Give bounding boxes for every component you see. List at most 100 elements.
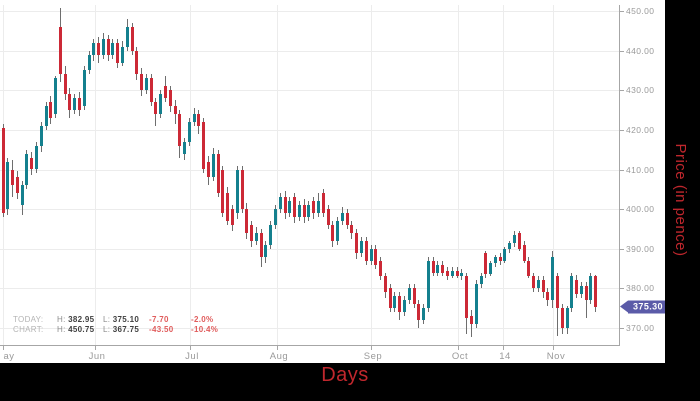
candle-body <box>288 201 292 214</box>
h-gridline <box>0 328 619 329</box>
candle-body <box>77 98 81 111</box>
candle-body <box>168 90 172 107</box>
y-tick-mark <box>619 50 624 52</box>
candle-body <box>92 42 96 55</box>
candle-body <box>441 264 445 273</box>
y-tick-mark <box>619 169 624 171</box>
candle-body <box>360 240 363 253</box>
candle-body <box>11 169 15 186</box>
candle-body <box>403 300 407 313</box>
candle-body <box>135 50 139 75</box>
badge-arrow-icon <box>620 300 628 313</box>
candle-body <box>226 193 230 221</box>
candle-body <box>417 304 421 321</box>
candle-body <box>489 262 493 275</box>
candle-body <box>154 102 158 114</box>
candle-body <box>383 276 387 293</box>
candle-body <box>469 316 473 325</box>
time-axis-line <box>0 345 620 346</box>
candle-body <box>293 197 297 218</box>
candle-body <box>436 264 440 273</box>
candle-body <box>30 157 34 170</box>
candle-body <box>398 296 402 313</box>
candle-body <box>393 296 397 309</box>
v-gridline <box>277 5 278 345</box>
x-tick-label: Sep <box>363 351 383 362</box>
candle-body <box>541 280 545 293</box>
candle-body <box>465 276 469 319</box>
candle-body <box>374 248 378 265</box>
legend-row: CHART: H: 450.75 L: 367.75 -43.50 -10.4% <box>13 325 218 335</box>
stats-legend: TODAY: H: 382.95 L: 375.10 -7.70 -2.0% CHART:… <box>13 315 218 334</box>
x-axis-title: Days <box>321 364 369 386</box>
candle-body <box>364 240 368 261</box>
candle-body <box>570 276 574 309</box>
x-tick-mark <box>3 345 4 350</box>
candle-body <box>302 205 306 218</box>
candle-body <box>178 114 182 146</box>
x-tick-mark <box>277 345 278 350</box>
legend-change-pct: -2.0% <box>191 315 214 324</box>
candle-body <box>202 121 206 170</box>
y-tick-label: 410.00 <box>626 164 655 175</box>
legend-change: -43.50 <box>149 324 174 334</box>
candle-body <box>101 38 105 55</box>
candle-body <box>211 153 215 178</box>
candle-body <box>144 78 148 91</box>
candle-body <box>6 161 10 210</box>
candle-body <box>173 106 177 115</box>
candle-body <box>336 221 340 241</box>
candle-body <box>149 78 153 103</box>
candle-body <box>407 288 411 301</box>
candle-body <box>240 169 244 210</box>
candle-body <box>412 288 416 305</box>
candle-body <box>498 256 502 261</box>
candle-body <box>536 280 540 289</box>
h-gridline <box>0 129 619 131</box>
candle-body <box>15 177 19 194</box>
candle-body <box>450 270 454 277</box>
candle-body <box>331 224 335 241</box>
candle-body <box>355 232 359 253</box>
candle-body <box>63 74 67 95</box>
legend-low: L: 367.75 <box>103 324 140 334</box>
candle-body <box>460 272 464 277</box>
v-gridline <box>371 5 372 345</box>
y-tick-label: 450.00 <box>626 6 655 16</box>
candle-wick <box>585 282 587 319</box>
x-tick-label: Nov <box>546 351 566 362</box>
candle-body <box>565 308 569 328</box>
y-tick-label: 390.00 <box>626 243 655 254</box>
legend-change: -7.70 <box>149 315 169 324</box>
x-tick-label: Oct <box>451 351 469 362</box>
legend-change-pct: -10.4% <box>191 324 219 334</box>
y-tick-label: 420.00 <box>626 124 655 135</box>
candle-body <box>140 74 144 91</box>
x-tick-label: Jul <box>185 351 199 362</box>
candle-body <box>1 127 5 214</box>
y-tick-label: 440.00 <box>626 45 655 56</box>
candle-body <box>446 270 450 277</box>
candle-body <box>379 260 383 277</box>
y-tick-mark <box>619 90 624 92</box>
y-tick-label: 380.00 <box>626 283 655 294</box>
candle-body <box>216 153 220 194</box>
candle-body <box>68 94 72 111</box>
candle-body <box>207 161 211 178</box>
candle-body <box>493 256 497 263</box>
y-axis-title: Price (in pence) <box>672 143 689 257</box>
h-gridline <box>0 90 619 92</box>
h-gridline <box>0 288 619 290</box>
last-price-badge: 375.30 <box>620 300 665 314</box>
candle-body <box>230 209 234 225</box>
candle-body <box>560 308 564 328</box>
x-tick-label: Aug <box>269 351 289 362</box>
candle-body <box>121 46 124 63</box>
candle-body <box>532 276 536 289</box>
price-axis-line <box>619 5 620 345</box>
y-tick-mark <box>619 328 624 329</box>
plot-area: 450.00 440.00 430.00 420.00 410.00 400.00 390.… <box>0 5 655 362</box>
candle-body <box>369 248 373 261</box>
y-tick-mark <box>619 209 624 211</box>
candle-body <box>221 169 225 214</box>
